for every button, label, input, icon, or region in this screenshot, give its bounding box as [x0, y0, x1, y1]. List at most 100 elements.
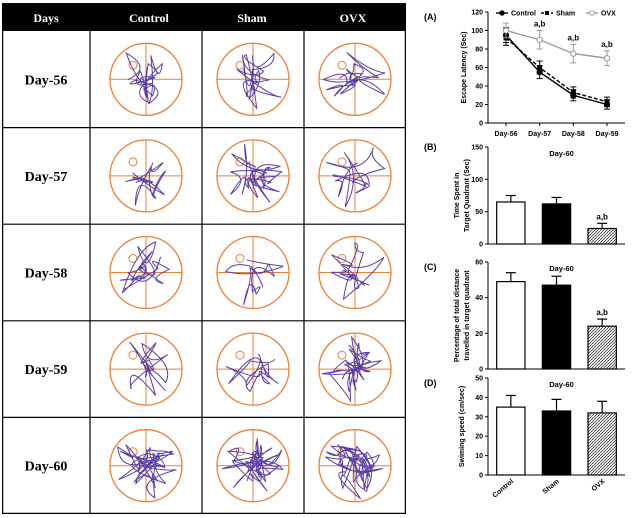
bar [587, 412, 617, 476]
swim-track [236, 52, 282, 110]
panel-label: (D) [424, 378, 437, 388]
significance-annotation: a,b [601, 40, 613, 49]
swim-path-image [109, 139, 183, 213]
platform-marker [337, 350, 347, 360]
platform-marker [235, 350, 245, 360]
header-sham: Sham [237, 11, 266, 25]
bar [587, 227, 617, 245]
swim-path-image [109, 235, 183, 310]
day-label: Day-58 [25, 267, 68, 282]
panel-label: (C) [424, 262, 437, 272]
platform-marker [337, 60, 347, 70]
series-line [505, 34, 608, 106]
swim-track [119, 241, 171, 294]
y-tick-label: 30 [475, 414, 483, 421]
y-tick-label: 120 [471, 10, 483, 17]
x-tick-label: OVX [591, 478, 607, 493]
day-label: Day-57 [25, 170, 68, 185]
y-tick-label: 20 [475, 331, 483, 338]
swim-path-image [318, 332, 392, 406]
chart-title: Day-60 [549, 380, 574, 389]
y-axis-title: Percentage of total distance [454, 269, 461, 362]
swim-track [322, 52, 386, 97]
swim-path-image [216, 42, 290, 116]
platform-marker [337, 254, 347, 263]
swim-track [224, 259, 284, 306]
y-tick-label: 40 [475, 84, 483, 91]
data-point [603, 55, 611, 62]
swim-track [326, 147, 386, 208]
swim-track [230, 144, 283, 203]
bar [496, 201, 526, 245]
series-line [505, 37, 608, 103]
platform-marker [235, 254, 245, 263]
panel-label: (B) [424, 142, 437, 152]
data-point [536, 36, 543, 43]
swim-path-image [216, 235, 290, 310]
header-ovx: OVX [340, 11, 367, 25]
table-header-bar [2, 3, 406, 31]
swim-path-image [216, 429, 290, 503]
swim-path-table: Days Control Sham OVX Day-56 Day-57 Day-58… [2, 3, 406, 514]
chart-d: (D) Day-60 0 10 20 30 40 50 Control Sham OVX Swimin… [424, 376, 625, 500]
data-point [570, 89, 576, 95]
y-tick-label: 100 [471, 28, 483, 35]
swim-track [225, 353, 279, 393]
x-tick-label: Day-56 [495, 131, 518, 138]
day-label: Day-56 [25, 73, 68, 88]
bar [587, 325, 617, 370]
bar [541, 284, 572, 370]
x-tick-label: Sham [542, 478, 561, 496]
y-tick-label: 80 [475, 47, 483, 54]
platform-marker [128, 350, 138, 360]
y-tick-label: 60 [475, 260, 483, 267]
platform-marker [235, 157, 245, 167]
swim-track [331, 242, 385, 301]
y-tick-label: 0 [479, 121, 483, 128]
swim-track [129, 341, 169, 396]
legend-marker [499, 10, 505, 16]
chart-title: Day-60 [549, 149, 574, 158]
swim-track [125, 52, 163, 105]
y-tick-label: 50 [475, 209, 483, 216]
y-tick-label: 10 [475, 453, 483, 460]
bar [541, 203, 572, 245]
y-tick-label: 0 [479, 367, 483, 374]
swim-path-image [318, 139, 392, 213]
legend-marker [545, 11, 549, 15]
bar [496, 406, 526, 476]
y-tick-label: 60 [475, 65, 483, 72]
significance-annotation: a,b [534, 20, 546, 29]
y-tick-label: 40 [475, 395, 483, 402]
legend-label: Control [511, 11, 536, 18]
y-tick-label: 50 [475, 376, 483, 383]
x-tick-label: Day-58 [562, 131, 585, 138]
y-axis-title: travelled in target quadrant [464, 270, 471, 361]
legend-label: Sham [556, 11, 575, 18]
y-tick-label: 20 [475, 434, 483, 441]
data-point [570, 50, 577, 57]
data-point [604, 99, 610, 105]
chart-title: Day-60 [549, 264, 574, 273]
chart-b: (B) Day-60 0 50 100 150 a,b Time Spent in Target… [424, 142, 625, 249]
swim-track [221, 438, 284, 492]
data-point [537, 65, 543, 70]
swim-path-image [109, 332, 183, 406]
chart-c: (C) Day-60 0 20 40 60 a,b Percentage of total d… [424, 260, 625, 374]
swim-track [325, 444, 383, 500]
table-border [2, 3, 406, 514]
y-tick-label: 20 [475, 102, 483, 109]
y-axis-title: Escape Latency (Sec) [461, 32, 468, 104]
y-tick-label: 0 [479, 242, 483, 249]
y-axis-title: Target Quadrant (Sec) [464, 159, 471, 232]
swim-path-image [318, 429, 392, 503]
swim-path-image [216, 139, 290, 213]
significance-annotation: a,b [596, 308, 608, 317]
x-tick-label: Control [492, 478, 516, 499]
panel-label: (A) [424, 12, 437, 22]
day-label: Day-60 [25, 460, 68, 475]
series-line [505, 29, 608, 59]
swim-path-image [318, 235, 392, 310]
platform-marker [128, 157, 138, 167]
